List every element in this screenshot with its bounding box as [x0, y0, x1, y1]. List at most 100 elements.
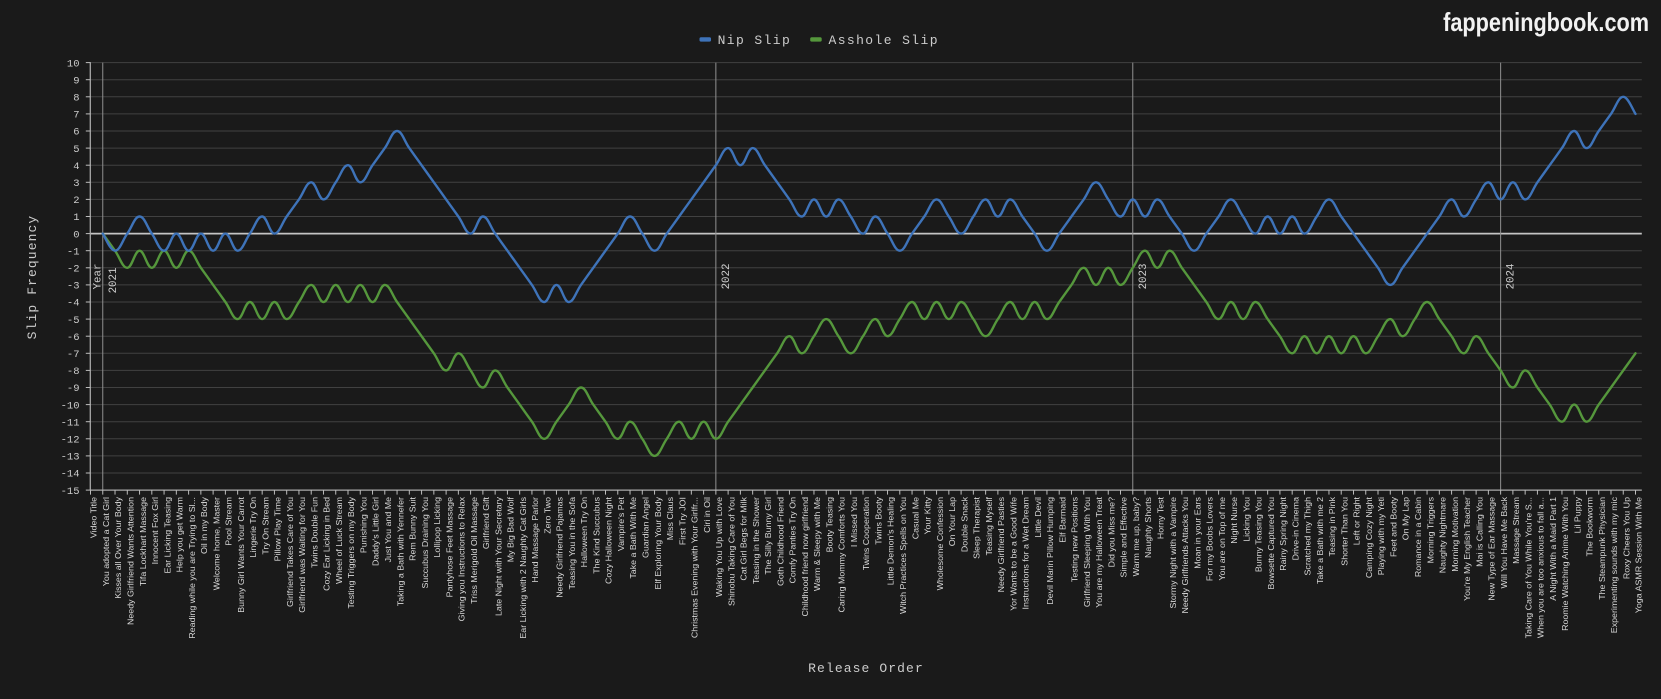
svg-text:Romance in a Cabin: Romance in a Cabin: [1413, 497, 1423, 577]
svg-text:Rainy Spring Night: Rainy Spring Night: [1278, 496, 1288, 570]
svg-text:Asshole Slip: Asshole Slip: [829, 33, 939, 48]
svg-text:Slip Frequency: Slip Frequency: [25, 215, 40, 340]
svg-text:Christmas Evening with Your Gi: Christmas Evening with Your Girlfr...: [690, 497, 700, 638]
svg-text:Year: Year: [92, 264, 104, 290]
svg-text:-7: -7: [67, 349, 80, 361]
svg-text:My Big Bad Wolf: My Big Bad Wolf: [506, 496, 516, 562]
svg-text:Pool Stream: Pool Stream: [224, 497, 234, 546]
svg-text:Camping Cozy Night: Camping Cozy Night: [1364, 496, 1374, 578]
svg-text:Little Demon's Healing: Little Demon's Healing: [886, 497, 896, 585]
svg-text:When you are too anxious to fa: When you are too anxious to fall a...: [1536, 497, 1546, 638]
svg-text:Simple and Effective: Simple and Effective: [1119, 497, 1129, 578]
svg-text:Take a Bath With Me: Take a Bath With Me: [628, 497, 638, 579]
svg-text:Twins Booty: Twins Booty: [874, 496, 884, 544]
svg-text:Wholesome Confession: Wholesome Confession: [935, 497, 945, 591]
svg-text:Yor Wants to be a Good Wife: Yor Wants to be a Good Wife: [1008, 497, 1018, 611]
svg-text:Elf Exploring Your Body: Elf Exploring Your Body: [653, 496, 663, 589]
svg-text:Oil in my Body: Oil in my Body: [199, 496, 209, 554]
svg-text:For my Boobs Lovers: For my Boobs Lovers: [1205, 496, 1215, 581]
svg-text:Drive-in Cinema: Drive-in Cinema: [1290, 497, 1300, 561]
svg-text:A Night With a Maid Part 1: A Night With a Maid Part 1: [1548, 497, 1558, 601]
svg-text:Playing with my Yeti: Playing with my Yeti: [1376, 497, 1386, 575]
svg-text:Lollipop Licking: Lollipop Licking: [432, 497, 442, 558]
svg-text:Pantyhose Feet Massage: Pantyhose Feet Massage: [444, 497, 454, 597]
svg-text:Kisses all Over Your Body: Kisses all Over Your Body: [113, 496, 123, 598]
svg-text:Girlfriend Sleeping With You: Girlfriend Sleeping With You: [1082, 497, 1092, 607]
svg-text:-9: -9: [67, 383, 80, 395]
svg-text:Teasing You in the Sofa: Teasing You in the Sofa: [567, 497, 577, 590]
svg-text:The Steampunk Physician: The Steampunk Physician: [1597, 497, 1607, 600]
svg-text:You adopted a Cat Girl: You adopted a Cat Girl: [101, 497, 111, 586]
svg-text:Sleep Therapist: Sleep Therapist: [972, 496, 982, 558]
svg-text:Casual Me: Casual Me: [910, 497, 920, 539]
svg-text:Nip Slip: Nip Slip: [718, 33, 792, 48]
svg-text:-15: -15: [61, 486, 80, 498]
svg-text:Just You and Me: Just You and Me: [383, 497, 393, 563]
svg-text:Did you Miss me?: Did you Miss me?: [1107, 497, 1117, 567]
svg-text:Elf Barmaid: Elf Barmaid: [1058, 497, 1068, 543]
svg-text:Welcome home, Master: Welcome home, Master: [211, 497, 221, 590]
svg-text:2022: 2022: [721, 264, 733, 290]
svg-text:Bowsette Captured You: Bowsette Captured You: [1266, 497, 1276, 590]
svg-text:Ear Licking with 2 Naughty Cat: Ear Licking with 2 Naughty Cat Girls: [518, 496, 528, 638]
svg-text:Will You Have Me Back: Will You Have Me Back: [1499, 496, 1509, 588]
svg-text:Daddy's Little Girl: Daddy's Little Girl: [371, 497, 381, 566]
svg-text:Cozy Halloween Night: Cozy Halloween Night: [604, 496, 614, 584]
svg-text:Feet and Booty: Feet and Booty: [1389, 496, 1399, 557]
svg-text:Shorter Than You: Shorter Than You: [1340, 497, 1350, 566]
svg-text:8: 8: [73, 93, 79, 105]
svg-text:-4: -4: [67, 298, 80, 310]
svg-text:Childhood friend now girlfrien: Childhood friend now girlfriend: [800, 497, 810, 617]
svg-text:Video Title: Video Title: [89, 497, 99, 538]
svg-text:Guardian Angel: Guardian Angel: [641, 497, 651, 558]
svg-text:Needy Girlfriends Attacks You: Needy Girlfriends Attacks You: [1180, 497, 1190, 614]
svg-text:You are my Halloween Treat: You are my Halloween Treat: [1094, 496, 1104, 607]
svg-text:-3: -3: [67, 281, 80, 293]
svg-text:Late Night with Your Secretary: Late Night with Your Secretary: [493, 496, 503, 616]
svg-text:1: 1: [73, 212, 79, 224]
svg-text:Comfy Panties Try On: Comfy Panties Try On: [788, 497, 798, 584]
svg-text:Hand Massage Parlor: Hand Massage Parlor: [530, 497, 540, 583]
svg-text:-1: -1: [67, 246, 80, 258]
svg-text:Punishing You: Punishing You: [359, 497, 369, 553]
svg-text:Bunny Teasing You: Bunny Teasing You: [1254, 497, 1264, 572]
svg-text:Ear Licking Teasing: Ear Licking Teasing: [162, 497, 172, 574]
svg-text:Giving you Instructions to Rel: Giving you Instructions to Relax: [457, 496, 467, 621]
svg-text:Needy Girlfriend Pajamas: Needy Girlfriend Pajamas: [555, 496, 565, 597]
svg-text:3: 3: [73, 178, 79, 190]
svg-text:9: 9: [73, 75, 79, 87]
svg-text:Girlfriend was Waiting for You: Girlfriend was Waiting for You: [297, 497, 307, 613]
svg-text:-12: -12: [61, 435, 80, 447]
svg-text:Caring Mommy Comforts You: Caring Mommy Comforts You: [837, 497, 847, 613]
svg-text:Little Devil: Little Devil: [1033, 497, 1043, 538]
svg-text:Teasing in Pink: Teasing in Pink: [1327, 496, 1337, 556]
svg-text:Tifa Lockhart Massage: Tifa Lockhart Massage: [138, 497, 148, 586]
svg-text:-11: -11: [61, 417, 80, 429]
svg-text:Massage Stream: Massage Stream: [1511, 497, 1521, 564]
svg-text:Needy Girlfriend Pasties: Needy Girlfriend Pasties: [996, 496, 1006, 592]
svg-text:You're My English Teacher: You're My English Teacher: [1462, 497, 1472, 601]
svg-text:Witch Practices Spells on You: Witch Practices Spells on You: [898, 497, 908, 614]
svg-text:Warm & Sleepy with Me: Warm & Sleepy with Me: [812, 497, 822, 591]
svg-text:-2: -2: [67, 264, 80, 276]
svg-text:Horny Test: Horny Test: [1156, 496, 1166, 539]
svg-text:Instructions for a Wet Dream: Instructions for a Wet Dream: [1021, 497, 1031, 609]
svg-text:Halloween Try On: Halloween Try On: [579, 497, 589, 567]
svg-text:fappeningbook.com: fappeningbook.com: [1443, 9, 1649, 37]
svg-text:Lil Puppy: Lil Puppy: [1573, 496, 1583, 533]
svg-text:Lingerie Try On: Lingerie Try On: [248, 497, 258, 558]
svg-text:Teasing in the Shower: Teasing in the Shower: [751, 497, 761, 584]
svg-text:2023: 2023: [1138, 264, 1150, 290]
svg-text:Girlfriend Takes Care of You: Girlfriend Takes Care of You: [285, 497, 295, 607]
svg-text:6: 6: [73, 127, 79, 139]
svg-text:Scratched my Thigh: Scratched my Thigh: [1303, 497, 1313, 576]
svg-text:Ciri in Oil: Ciri in Oil: [702, 497, 712, 533]
svg-text:-6: -6: [67, 332, 80, 344]
svg-text:Needy Girlfriend Wants Attenti: Needy Girlfriend Wants Attention: [126, 497, 136, 625]
svg-text:10: 10: [67, 58, 80, 70]
svg-text:Innocent Fox Girl: Innocent Fox Girl: [150, 497, 160, 564]
svg-text:Succubus Draining You: Succubus Draining You: [420, 497, 430, 589]
svg-text:Cozy Ear Licking in Bed: Cozy Ear Licking in Bed: [322, 497, 332, 591]
svg-text:Reading while you are Trying t: Reading while you are Trying to Sl...: [187, 497, 197, 639]
svg-text:Waking You Up with Love: Waking You Up with Love: [714, 497, 724, 597]
